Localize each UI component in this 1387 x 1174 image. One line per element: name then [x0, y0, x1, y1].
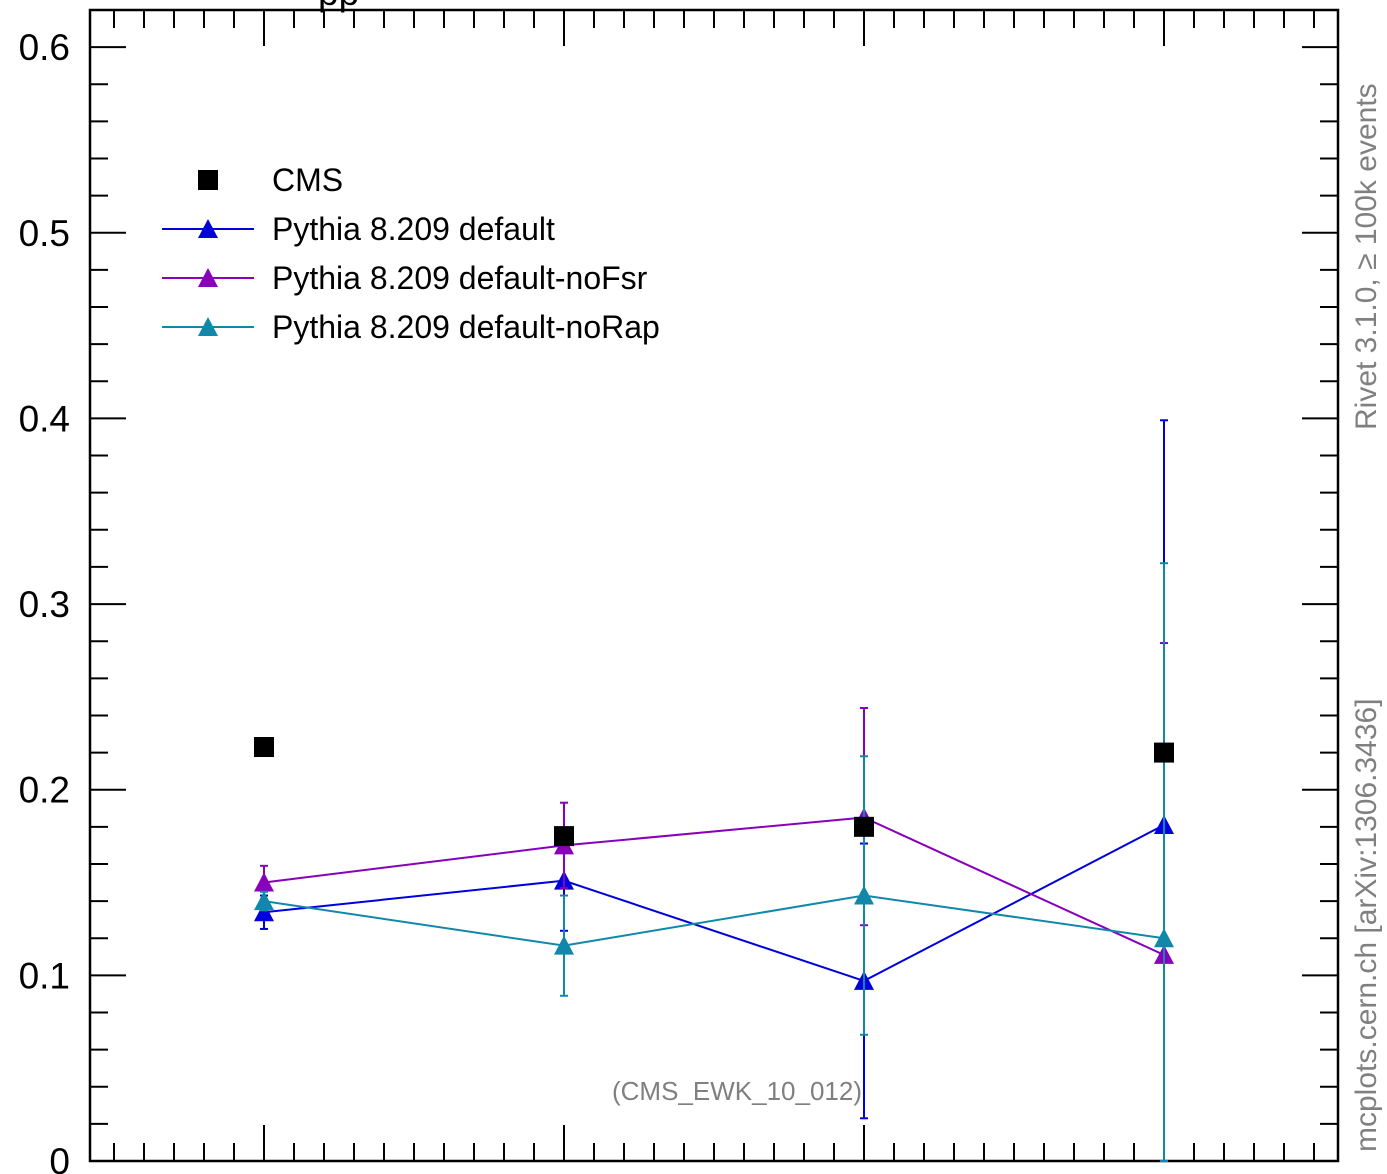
- data-point-triangle: [254, 902, 274, 922]
- data-point-square: [254, 737, 274, 758]
- series-pythia-8-209-default-norap: [254, 562, 1174, 1162]
- data-point-square: [854, 816, 874, 837]
- legend-item: Pythia 8.209 default-noRap: [162, 309, 660, 345]
- data-point-triangle: [254, 872, 274, 892]
- series-line: [263, 894, 1165, 947]
- legend-marker: [198, 268, 218, 287]
- legend-item: Pythia 8.209 default: [162, 211, 555, 247]
- series-layer: [254, 419, 1174, 1162]
- y-tick-label: 0.6: [19, 27, 70, 68]
- y-tick-label: 0.1: [19, 955, 70, 996]
- annotation-label: (CMS_EWK_10_012): [612, 1076, 862, 1106]
- legend-label: CMS: [272, 162, 343, 198]
- y-tick-label: 0.5: [19, 213, 70, 254]
- side-label-top: Rivet 3.1.0, ≥ 100k events: [1350, 83, 1383, 430]
- legend-label: Pythia 8.209 default-noRap: [272, 309, 660, 345]
- y-tick-label: 0.3: [19, 584, 70, 625]
- x-axis-ticks: [113, 10, 1315, 1161]
- y-tick-label: 0.2: [19, 770, 70, 811]
- series-line: [263, 816, 1165, 956]
- data-point-square: [554, 826, 574, 847]
- y-axis-ticks: 0 0.1 0.2 0.3 0.4 0.5 0.6: [19, 9, 1338, 1174]
- data-point-square: [1154, 742, 1174, 763]
- data-point-triangle: [554, 935, 574, 955]
- legend: CMS Pythia 8.209 default Pythia 8.209 defa…: [162, 162, 660, 345]
- series-line: [263, 824, 1165, 983]
- legend-marker: [198, 219, 218, 238]
- data-point-triangle: [254, 891, 274, 911]
- legend-item: Pythia 8.209 default-noFsr: [162, 260, 648, 296]
- y-tick-label: 0.4: [19, 398, 70, 439]
- data-point-triangle: [1154, 928, 1174, 948]
- legend-marker: [198, 170, 218, 190]
- legend-label: Pythia 8.209 default-noFsr: [272, 260, 648, 296]
- legend-label: Pythia 8.209 default: [272, 211, 555, 247]
- side-label-bottom: mcplots.cern.ch [arXiv:1306.3436]: [1350, 698, 1383, 1152]
- series-cms: [254, 737, 1174, 847]
- y-tick-label: 0: [49, 1141, 70, 1174]
- data-point-triangle: [854, 885, 874, 905]
- legend-marker: [198, 317, 218, 336]
- chart-title-fragment: pp: [318, 0, 359, 13]
- legend-item: CMS: [198, 162, 343, 198]
- series-pythia-8-209-default: [254, 419, 1174, 1162]
